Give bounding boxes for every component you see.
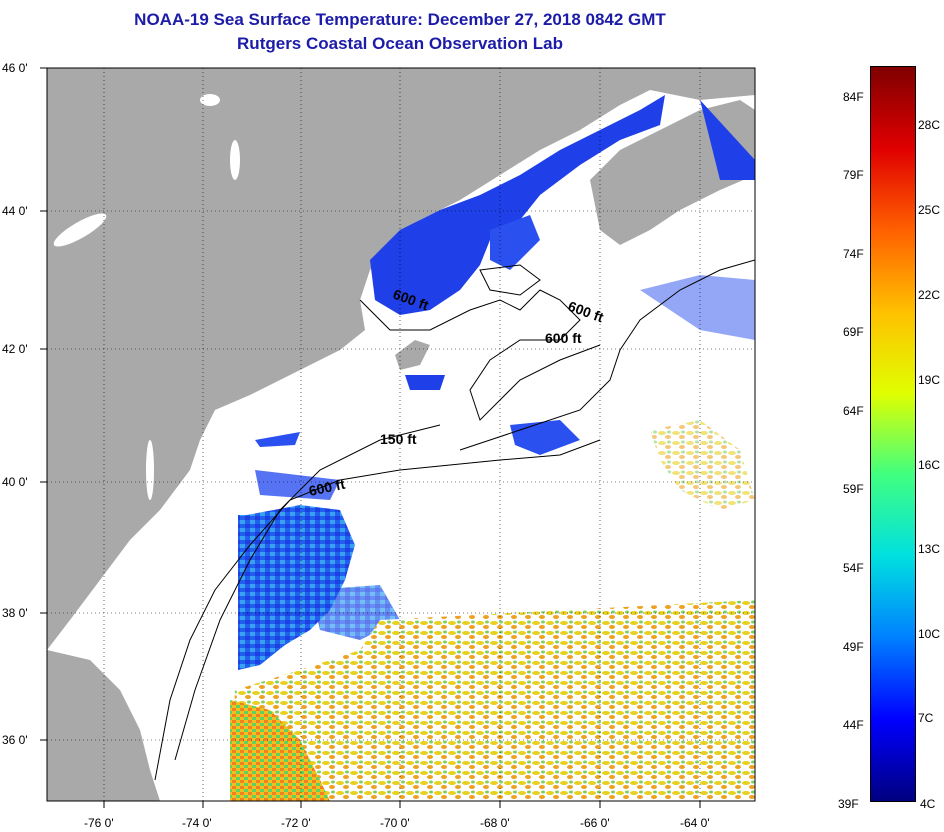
lat-label-40: 40 0'	[2, 475, 28, 489]
depth-label-ne: 600 ft	[566, 298, 606, 326]
cb-f-44: 44F	[843, 718, 864, 732]
lon-label-64: -64 0'	[680, 816, 710, 830]
cb-c-25: 25C	[918, 203, 941, 217]
lon-label-72: -72 0'	[281, 816, 311, 830]
cb-c-22: 22C	[918, 288, 941, 302]
cb-f-64: 64F	[843, 404, 864, 418]
cb-f-39: 39F	[838, 797, 859, 811]
depth-label-shelf: 150 ft	[380, 431, 417, 447]
cb-c-10: 10C	[918, 627, 941, 641]
map-title: NOAA-19 Sea Surface Temperature: Decembe…	[134, 10, 666, 29]
cb-f-59: 59F	[843, 482, 864, 496]
cb-c-4: 4C	[920, 797, 936, 811]
depth-label-georges: 600 ft	[545, 330, 582, 346]
temperature-colorbar	[870, 66, 916, 802]
lat-label-42: 42 0'	[2, 342, 28, 356]
land-mainland	[47, 68, 755, 650]
cb-c-28: 28C	[918, 118, 941, 132]
land-cape-cod	[395, 340, 430, 370]
lat-label-36: 36 0'	[2, 733, 28, 747]
contour-600ft-east	[459, 259, 755, 451]
contour-gulf-maine	[359, 289, 601, 421]
lon-label-74: -74 0'	[182, 816, 212, 830]
cb-c-7: 7C	[918, 711, 934, 725]
cb-f-54: 54F	[843, 561, 864, 575]
cb-f-79: 79F	[843, 168, 864, 182]
cb-f-84: 84F	[843, 90, 864, 104]
lat-label-38: 38 0'	[2, 606, 28, 620]
lat-label-46: 46 0'	[2, 61, 28, 75]
cb-f-69: 69F	[843, 325, 864, 339]
cb-c-13: 13C	[918, 542, 941, 556]
contour-150ft	[174, 424, 441, 761]
sst-gulf-stream	[230, 700, 330, 801]
contour-600ft-south	[154, 439, 601, 781]
lon-label-76: -76 0'	[84, 816, 114, 830]
cb-c-16: 16C	[918, 458, 941, 472]
map-subtitle: Rutgers Coastal Ocean Observation Lab	[237, 34, 563, 53]
lat-label-44: 44 0'	[2, 204, 28, 218]
sst-cool-midatlantic	[238, 505, 355, 670]
cb-f-74: 74F	[843, 247, 864, 261]
lon-label-70: -70 0'	[380, 816, 410, 830]
sst-cold-gulf-maine	[370, 95, 665, 315]
depth-label-south: 600 ft	[307, 476, 346, 499]
lon-label-68: -68 0'	[480, 816, 510, 830]
land-delmarva	[47, 650, 160, 801]
map-frame	[46, 67, 756, 802]
lon-label-66: -66 0'	[580, 816, 610, 830]
sst-warm-offshore	[230, 600, 755, 801]
cb-f-49: 49F	[843, 640, 864, 654]
cb-c-19: 19C	[918, 373, 941, 387]
